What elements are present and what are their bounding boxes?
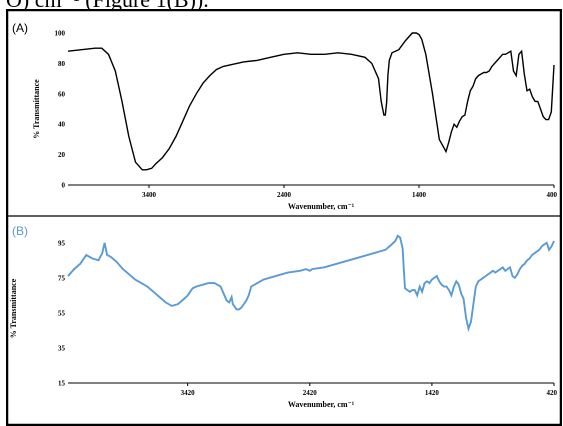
x-tick-label: 1400 (412, 191, 427, 199)
panel-b: (B) 15 35 55 75 95 3420 2420 1420 420 % Transmi… (9, 224, 558, 409)
y-tick-label: 55 (58, 309, 66, 317)
panel-b-y-axis-label: % Transmittance (9, 278, 18, 338)
y-tick-label: 15 (58, 380, 66, 388)
panel-b-x-axis-label: Wavenumber, cm⁻¹ (288, 400, 355, 409)
y-tick-label: 40 (58, 121, 66, 129)
panel-a-y-ticks: 0 20 40 60 80 100 (55, 30, 66, 190)
panel-b-series-line (67, 234, 555, 333)
y-tick-label: 35 (58, 344, 66, 352)
panel-a-x-axis-label: Wavenumber, cm⁻¹ (288, 202, 355, 211)
x-tick-label: 400 (547, 191, 558, 199)
panel-a-label: (A) (12, 21, 28, 35)
x-tick-label: 1420 (425, 389, 440, 397)
y-tick-label: 60 (58, 90, 66, 98)
panel-a-y-axis-label: % Transmittance (32, 79, 41, 139)
panel-a: (A) 0 20 40 60 80 100 3400 2400 1400 400 % Trans… (12, 21, 558, 211)
x-tick-label: 2400 (277, 191, 292, 199)
y-tick-label: 80 (58, 60, 66, 68)
y-tick-label: 100 (55, 30, 66, 38)
panel-b-label: (B) (12, 224, 28, 238)
x-tick-label: 3400 (142, 191, 157, 199)
x-tick-label: 2420 (303, 389, 318, 397)
panel-a-series-line (67, 32, 555, 171)
x-tick-label: 420 (547, 389, 558, 397)
y-tick-label: 20 (58, 151, 66, 159)
y-tick-label: 95 (58, 239, 66, 247)
panel-b-y-ticks: 15 35 55 75 95 (58, 239, 66, 387)
figure: (A) 0 20 40 60 80 100 3400 2400 1400 400 % Trans… (6, 9, 562, 426)
y-tick-label: 0 (62, 182, 66, 190)
y-tick-label: 75 (58, 274, 66, 282)
x-tick-label: 3420 (181, 389, 196, 397)
figure-frame (6, 9, 562, 426)
